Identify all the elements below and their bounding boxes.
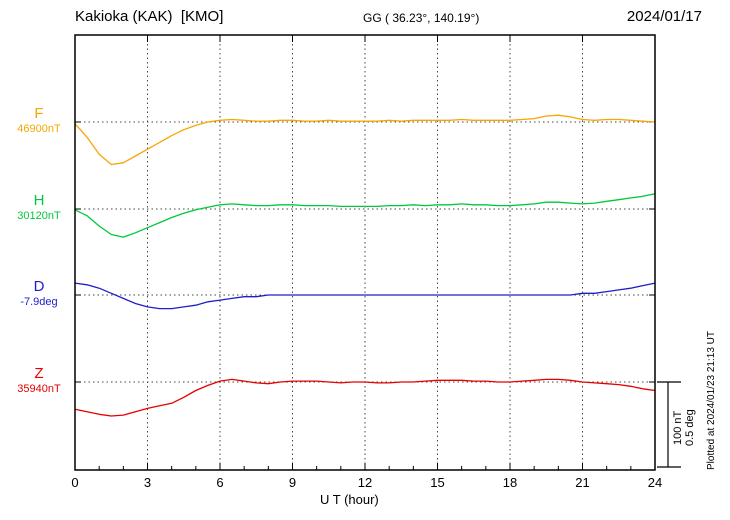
x-tick-label: 0 xyxy=(71,475,78,490)
x-tick-label: 24 xyxy=(648,475,662,490)
scale-bar-label-nt: 100 nT xyxy=(672,410,684,446)
station-title: Kakioka (KAK) [KMO] xyxy=(75,8,224,25)
channel-baseline-H: 30120nT xyxy=(17,210,61,222)
channel-label-Z: Z 35940nT xyxy=(6,366,72,395)
x-axis-title: U T (hour) xyxy=(320,492,379,507)
channel-name-F: F xyxy=(34,105,44,122)
trace-D xyxy=(74,282,656,310)
channel-baseline-F: 46900nT xyxy=(17,123,61,135)
channel-baseline-D: -7.9deg xyxy=(20,296,58,308)
x-tick-label: 9 xyxy=(289,475,296,490)
x-tick-label: 18 xyxy=(503,475,517,490)
plotted-at-timestamp: Plotted at 2024/01/23 21:13 UT xyxy=(706,331,717,470)
channel-label-H: H 30120nT xyxy=(6,193,72,222)
x-tick-label: 12 xyxy=(358,475,372,490)
geographic-coordinates: GG ( 36.23°, 140.19°) xyxy=(363,11,480,25)
x-tick-label: 3 xyxy=(144,475,151,490)
x-tick-label: 6 xyxy=(216,475,223,490)
channel-name-Z: Z xyxy=(34,365,44,382)
channel-name-D: D xyxy=(33,278,45,295)
x-tick-label: 15 xyxy=(430,475,444,490)
scale-bar-label-deg: 0.5 deg xyxy=(684,409,696,447)
trace-F xyxy=(74,114,656,166)
channel-label-F: F 46900nT xyxy=(6,106,72,135)
channel-name-H: H xyxy=(33,192,45,209)
channel-label-D: D -7.9deg xyxy=(6,279,72,308)
trace-Z xyxy=(74,378,656,417)
plot-date: 2024/01/17 xyxy=(626,8,702,25)
trace-H xyxy=(74,193,656,238)
plot-border xyxy=(74,34,656,471)
channel-baseline-Z: 35940nT xyxy=(17,383,61,395)
x-tick-label: 21 xyxy=(575,475,589,490)
